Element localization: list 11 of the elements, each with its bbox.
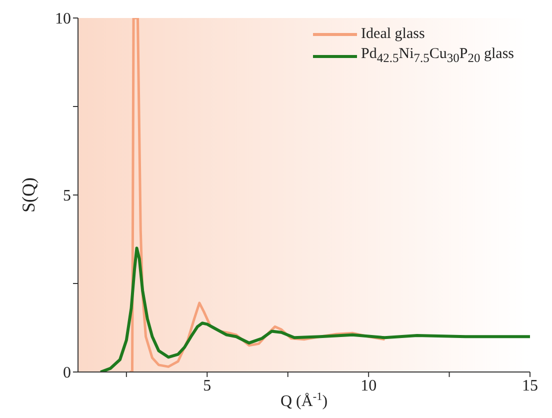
x-tick-label: 5 [203,377,212,394]
x-tick-label: 10 [360,377,377,394]
y-tick-label: 5 [63,188,71,205]
line-series [99,246,530,372]
x-tick-label: 15 [522,377,538,394]
text: Pd$_{42.5}$Ni$_{7.5}$Cu$_{30}$P$_{20}$ glass [361,46,514,65]
y-axis-title: S(Q) [18,177,38,212]
y-tick-label: 0 [63,364,71,382]
x-axis-title: Q (Å$^{-1}$) [280,391,328,410]
legend-label: Ideal glass [361,25,425,44]
y-tick-label: 10 [55,10,71,28]
